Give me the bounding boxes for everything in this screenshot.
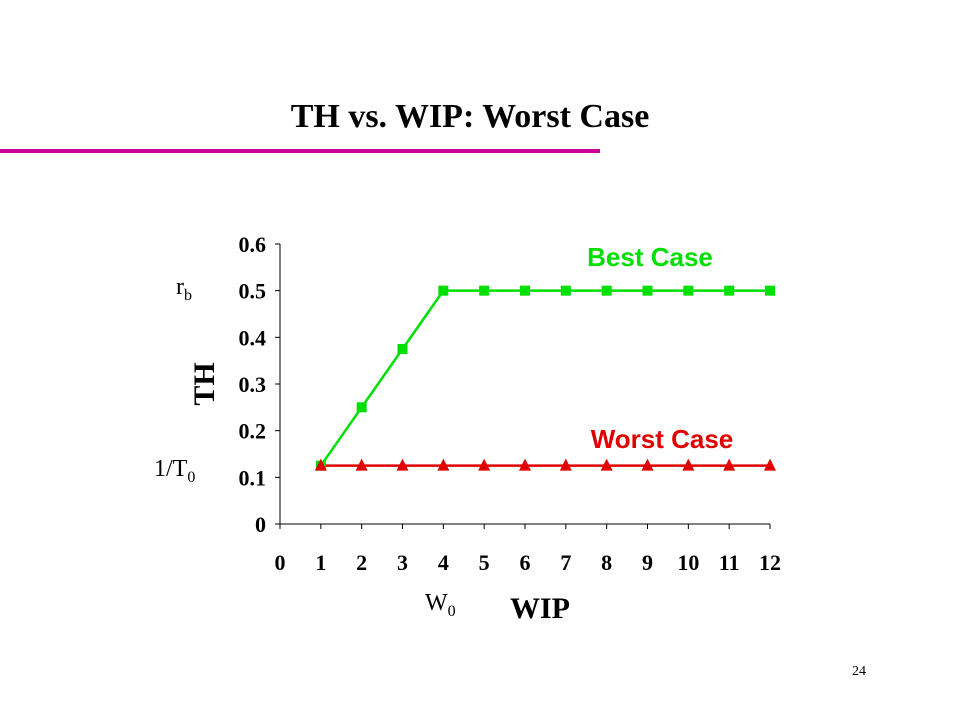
inv-t0-main: 1/T [154,456,188,482]
best-case-point [724,285,735,296]
x-tick-label: 6 [520,550,531,575]
worst-case-point [478,458,491,471]
x-tick-label: 7 [560,550,571,575]
x-tick-label: 4 [438,550,449,575]
w0-label: W0 [425,590,456,620]
best-case-point [560,285,571,296]
x-tick-label: 10 [677,550,699,575]
rb-subscript: b [184,287,192,304]
worst-case-point [641,458,654,471]
title-underline [0,149,600,153]
best-case-point [479,285,490,296]
best-case-point [765,285,775,296]
worst-case-point [355,458,368,471]
inv-t0-label: 1/T0 [154,456,195,486]
y-tick-label: 0.3 [239,372,267,397]
y-tick-label: 0.2 [239,419,267,444]
series-layer [314,285,776,471]
x-tick-label: 5 [479,550,490,575]
y-tick-label: 0.5 [239,279,267,304]
x-axis-title: WIP [510,592,570,625]
x-tick-label: 11 [719,550,740,575]
best-case-line [319,289,770,467]
worst-case-point [396,458,409,471]
slide-title: TH vs. WIP: Worst Case [290,98,650,135]
worst-case-point [600,458,613,471]
worst-case-label: Worst Case [591,424,734,454]
worst-case-point [314,458,327,471]
worst-case-point [764,458,776,471]
slide-number: 24 [852,664,866,679]
x-tick-label: 2 [356,550,367,575]
best-case-point [438,285,449,296]
best-case-point [683,285,694,296]
y-tick-label: 0.6 [239,232,267,257]
x-tick-label: 12 [759,550,781,575]
inv-t0-subscript: 0 [187,469,195,486]
y-tick-label: 0.1 [239,465,267,490]
worst-case-point [437,458,450,471]
worst-case-point [723,458,736,471]
worst-case-point [519,458,531,471]
worst-case-point [682,458,695,471]
best-case-point [520,285,530,296]
y-tick-label: 0.4 [239,325,267,350]
x-tick-label: 8 [601,550,612,575]
x-tick-label: 9 [642,550,653,575]
best-case-point [642,285,653,296]
worst-case-point [559,458,572,471]
x-ticks: 0 1 2 3 4 5 6 7 8 9 10 11 12 [275,524,781,575]
x-tick-label: 0 [275,550,286,575]
x-tick-label: 3 [397,550,408,575]
y-tick-label: 0 [255,512,266,537]
best-case-point [356,402,367,413]
rb-label: rb [176,274,192,304]
best-case-point [397,344,408,354]
best-case-label: Best Case [587,242,713,272]
y-ticks: 0 0.1 0.2 0.3 0.4 0.5 0.6 [239,232,280,537]
w0-main: W [425,590,448,616]
best-case-point [601,285,612,296]
rb-main: r [176,274,184,300]
w0-subscript: 0 [448,603,456,620]
y-axis-title: TH [188,362,221,405]
x-tick-label: 1 [315,550,326,575]
